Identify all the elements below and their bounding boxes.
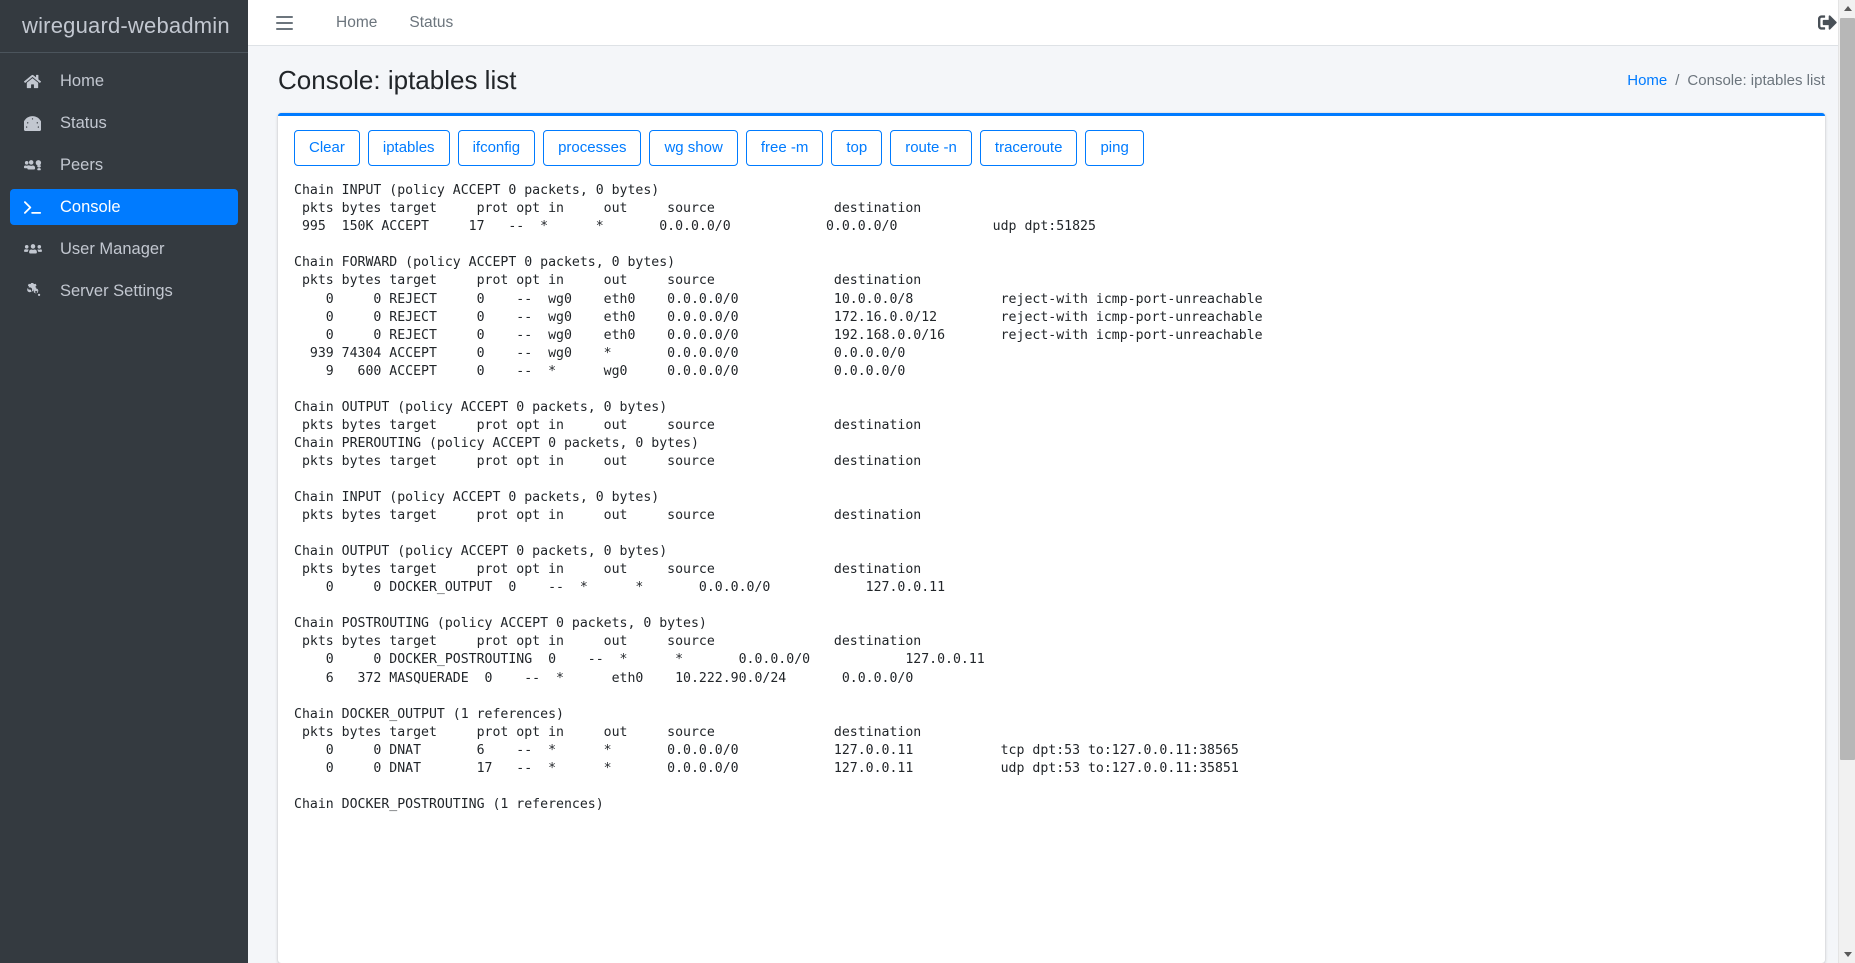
brand-title[interactable]: wireguard-webadmin [0,0,248,53]
processes-button[interactable]: processes [543,129,642,167]
main-area: Home Status Console: iptables list Home … [248,0,1855,963]
sidebar-item-home[interactable]: Home [10,63,238,99]
gears-icon [24,282,50,300]
ifconfig-button[interactable]: ifconfig [457,129,536,167]
terminal-icon [24,199,50,216]
iptables-button[interactable]: iptables [367,129,450,167]
breadcrumb-current: Console: iptables list [1687,71,1825,89]
breadcrumb: Home / Console: iptables list [1627,72,1825,89]
caret-down-icon[interactable] [1839,946,1855,963]
sidebar-item-label: Console [60,197,121,216]
scrollbar-thumb[interactable] [1840,18,1855,760]
clear-button[interactable]: Clear [294,129,360,167]
breadcrumb-separator: / [1675,71,1680,89]
gauge-icon [24,115,50,132]
page-scrollbar[interactable] [1838,0,1855,963]
sidebar: wireguard-webadmin Home Status Peers [0,0,248,963]
peers-icon [24,157,50,174]
ping-button[interactable]: ping [1085,129,1144,167]
breadcrumb-home-link[interactable]: Home [1627,71,1668,89]
sidebar-item-status[interactable]: Status [10,105,238,141]
sidebar-item-user-manager[interactable]: User Manager [10,231,238,267]
topnav-left: Home Status [270,0,469,46]
sidebar-nav: Home Status Peers Console [0,53,248,309]
console-card-body: Chain INPUT (policy ACCEPT 0 packets, 0 … [278,176,1825,830]
console-command-buttons: Clear iptables ifconfig processes wg sho… [294,129,1809,167]
content-header: Console: iptables list Home / Console: i… [248,46,1855,105]
sidebar-item-label: Server Settings [60,281,173,300]
traceroute-button[interactable]: traceroute [979,129,1078,167]
page-title: Console: iptables list [278,65,517,95]
sidebar-item-server-settings[interactable]: Server Settings [10,273,238,309]
free-m-button[interactable]: free -m [745,129,824,167]
sidebar-item-peers[interactable]: Peers [10,147,238,183]
sidebar-item-label: User Manager [60,239,165,258]
topnav-link-status[interactable]: Status [409,13,454,31]
sidebar-item-label: Peers [60,155,104,174]
logout-icon[interactable] [1818,13,1837,32]
wg-show-button[interactable]: wg show [649,129,738,167]
sidebar-item-label: Home [60,71,105,90]
topbar: Home Status [248,0,1855,46]
route-n-button[interactable]: route -n [890,129,972,167]
caret-up-icon[interactable] [1839,0,1855,17]
home-icon [24,73,50,90]
console-output: Chain INPUT (policy ACCEPT 0 packets, 0 … [294,183,1263,812]
console-card-header: Clear iptables ifconfig processes wg sho… [278,116,1825,177]
top-button[interactable]: top [831,129,883,167]
console-card: Clear iptables ifconfig processes wg sho… [278,112,1825,963]
sidebar-item-console[interactable]: Console [10,189,238,225]
users-icon [24,241,50,258]
hamburger-icon[interactable] [270,9,298,37]
content-body: Clear iptables ifconfig processes wg sho… [248,105,1855,963]
sidebar-item-label: Status [60,113,107,132]
topnav-link-home[interactable]: Home [336,13,378,31]
